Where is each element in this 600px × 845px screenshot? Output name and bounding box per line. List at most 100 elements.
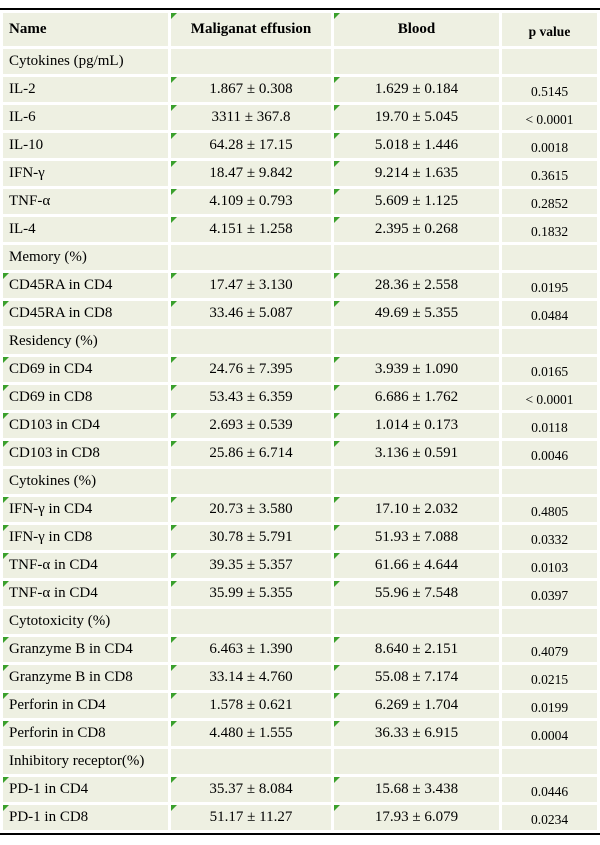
page: Name Maliganat effusion Blood p value Cy… — [0, 8, 600, 835]
row-name-cell: Perforin in CD8 — [3, 721, 168, 746]
row-name-cell: CD69 in CD4 — [3, 357, 168, 382]
cell-flag-icon — [3, 553, 9, 559]
cell-flag-icon — [3, 581, 9, 587]
cell-text: PD-1 in CD8 — [9, 809, 89, 825]
cell-flag-icon — [334, 693, 340, 699]
cell-text: 17.47 ± 3.130 — [209, 277, 293, 293]
p-value-cell: 0.1832 — [502, 217, 597, 242]
cell-text: 33.46 ± 5.087 — [209, 305, 293, 321]
cell-text: 33.14 ± 4.760 — [209, 669, 293, 685]
empty-cell — [502, 469, 597, 494]
cell-text: Perforin in CD8 — [9, 725, 106, 741]
row-name-cell: CD103 in CD4 — [3, 413, 168, 438]
cell-flag-icon — [334, 497, 340, 503]
cell-flag-icon — [334, 133, 340, 139]
cell-flag-icon — [3, 721, 9, 727]
data-row: CD45RA in CD4 17.47 ± 3.130 28.36 ± 2.558 0… — [3, 273, 597, 298]
cell-text: Cytokines (%) — [9, 473, 97, 489]
effusion-value-cell: 18.47 ± 9.842 — [171, 161, 331, 186]
cell-text: < 0.0001 — [525, 391, 574, 407]
cell-flag-icon — [171, 721, 177, 727]
comparison-table-wrap: Name Maliganat effusion Blood p value Cy… — [0, 8, 600, 835]
cell-text: IFN-γ in CD4 — [9, 501, 93, 517]
p-value-cell: 0.4079 — [502, 637, 597, 662]
column-header-pvalue: p value — [502, 13, 597, 46]
cell-text: 4.480 ± 1.555 — [209, 725, 293, 741]
column-header-blood-label: Blood — [397, 21, 436, 37]
cell-text: IFN-γ — [9, 165, 45, 181]
p-value-cell: 0.0234 — [502, 805, 597, 830]
p-value-cell: 0.0195 — [502, 273, 597, 298]
cell-text: 6.463 ± 1.390 — [209, 641, 293, 657]
cell-text: 1.629 ± 0.184 — [374, 81, 459, 97]
column-header-blood: Blood — [334, 13, 499, 46]
cell-flag-icon — [171, 133, 177, 139]
data-row: PD-1 in CD8 51.17 ± 11.27 17.93 ± 6.079 0.0… — [3, 805, 597, 830]
row-name-cell: Inhibitory receptor(%) — [3, 749, 168, 774]
empty-cell — [171, 749, 331, 774]
row-name-cell: CD103 in CD8 — [3, 441, 168, 466]
cell-flag-icon — [171, 497, 177, 503]
effusion-value-cell: 17.47 ± 3.130 — [171, 273, 331, 298]
empty-cell — [171, 245, 331, 270]
row-name-cell: PD-1 in CD8 — [3, 805, 168, 830]
empty-cell — [334, 329, 499, 354]
cell-flag-icon — [171, 777, 177, 783]
cell-text: 51.17 ± 11.27 — [209, 809, 293, 825]
empty-cell — [502, 245, 597, 270]
cell-text: < 0.0001 — [525, 111, 574, 127]
blood-value-cell: 17.93 ± 6.079 — [334, 805, 499, 830]
cell-flag-icon — [3, 301, 9, 307]
effusion-value-cell: 1.578 ± 0.621 — [171, 693, 331, 718]
cell-text: 17.93 ± 6.079 — [374, 809, 459, 825]
cell-flag-icon — [334, 665, 340, 671]
cell-text: 17.10 ± 2.032 — [374, 501, 459, 517]
cell-flag-icon — [3, 497, 9, 503]
effusion-value-cell: 53.43 ± 6.359 — [171, 385, 331, 410]
column-header-pvalue-label: p value — [528, 23, 571, 39]
data-row: CD69 in CD4 24.76 ± 7.395 3.939 ± 1.090 0.0… — [3, 357, 597, 382]
p-value-cell: 0.0103 — [502, 553, 597, 578]
blood-value-cell: 36.33 ± 6.915 — [334, 721, 499, 746]
cell-flag-icon — [171, 637, 177, 643]
cell-flag-icon — [3, 525, 9, 531]
data-row: Granzyme B in CD4 6.463 ± 1.390 8.640 ± 2.… — [3, 637, 597, 662]
p-value-cell: 0.4805 — [502, 497, 597, 522]
cell-flag-icon — [171, 357, 177, 363]
cell-text: TNF-α in CD4 — [9, 585, 98, 601]
cell-text: CD45RA in CD4 — [9, 277, 113, 293]
section-row: Cytokines (pg/mL) — [3, 49, 597, 74]
cell-flag-icon — [171, 413, 177, 419]
data-row: CD45RA in CD8 33.46 ± 5.087 49.69 ± 5.355 0… — [3, 301, 597, 326]
cell-flag-icon — [334, 777, 340, 783]
effusion-value-cell: 30.78 ± 5.791 — [171, 525, 331, 550]
effusion-value-cell: 25.86 ± 6.714 — [171, 441, 331, 466]
cell-flag-icon — [3, 777, 9, 783]
cell-text: 4.109 ± 0.793 — [209, 193, 293, 209]
cell-flag-icon — [334, 77, 340, 83]
cell-text: 3.939 ± 1.090 — [374, 361, 459, 377]
table-body: Cytokines (pg/mL) IL-2 1.867 ± 0.308 1.629 … — [3, 49, 597, 830]
cell-flag-icon — [171, 273, 177, 279]
cell-text: 1.014 ± 0.173 — [374, 417, 459, 433]
cell-text: 0.0118 — [531, 419, 568, 435]
p-value-cell: < 0.0001 — [502, 385, 597, 410]
cell-text: 6.686 ± 1.762 — [374, 389, 459, 405]
effusion-value-cell: 39.35 ± 5.357 — [171, 553, 331, 578]
empty-cell — [502, 609, 597, 634]
header-row: Name Maliganat effusion Blood p value — [3, 13, 597, 46]
cell-flag-icon — [171, 553, 177, 559]
row-name-cell: TNF-α — [3, 189, 168, 214]
cell-text: 36.33 ± 6.915 — [374, 725, 459, 741]
cell-text: 18.47 ± 9.842 — [209, 165, 293, 181]
row-name-cell: TNF-α in CD4 — [3, 581, 168, 606]
cell-text: CD103 in CD4 — [9, 417, 100, 433]
empty-cell — [171, 49, 331, 74]
row-name-cell: CD45RA in CD8 — [3, 301, 168, 326]
cell-flag-icon — [334, 273, 340, 279]
p-value-cell: 0.0332 — [502, 525, 597, 550]
cell-text: 0.0046 — [530, 447, 569, 463]
cell-flag-icon — [334, 441, 340, 447]
cell-text: IL-6 — [9, 109, 36, 125]
data-row: Granzyme B in CD8 33.14 ± 4.760 55.08 ± 7.… — [3, 665, 597, 690]
